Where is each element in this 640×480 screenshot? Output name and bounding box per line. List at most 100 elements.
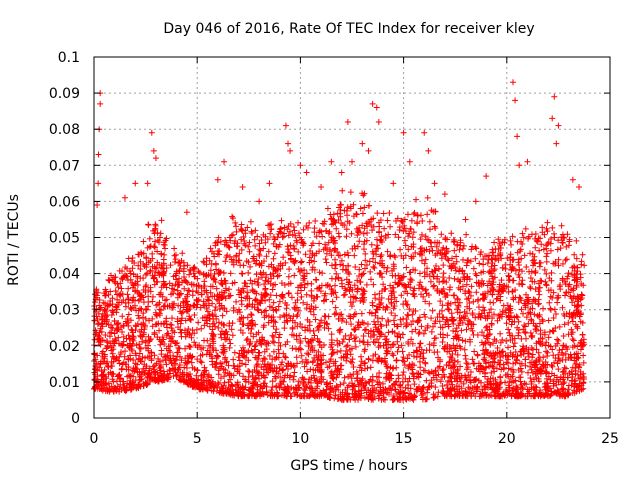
data-point [314,356,321,363]
data-point [496,386,503,393]
data-point [331,247,338,254]
data-point [161,353,168,360]
data-point [516,162,523,169]
data-point [142,339,149,346]
data-point [391,294,398,301]
data-point [214,176,221,183]
data-point [240,373,247,380]
data-point [163,361,170,368]
data-point [446,348,453,355]
data-point [95,151,102,158]
data-point [347,189,354,196]
data-point [258,364,265,371]
data-point [183,308,190,315]
data-point [352,326,359,333]
data-point [257,300,264,307]
data-point [420,293,427,300]
data-point [286,374,293,381]
data-point [332,358,339,365]
data-point [244,302,251,309]
data-point [410,362,417,369]
data-point [318,183,325,190]
data-point [211,384,218,391]
data-point [555,256,562,263]
data-point [569,336,576,343]
data-point [238,301,245,308]
data-point [105,291,112,298]
data-point [427,226,434,233]
data-point [261,314,268,321]
data-point [227,340,234,347]
data-point [551,230,558,237]
data-point [210,274,217,281]
data-point [368,241,375,248]
data-point [339,221,346,228]
data-point [289,345,296,352]
data-point [249,380,256,387]
data-point [277,265,284,272]
data-point [233,243,240,250]
data-point [348,331,355,338]
data-point [544,250,551,257]
data-point [368,222,375,229]
data-point [392,312,399,319]
data-point [444,248,451,255]
data-point [291,390,298,397]
data-point [305,379,312,386]
data-point [169,290,176,297]
data-point [536,263,543,270]
data-point [115,326,122,333]
data-point [463,376,470,383]
data-point [303,305,310,312]
data-point [277,342,284,349]
data-point [373,104,380,111]
data-point [527,363,534,370]
data-point [238,393,245,400]
data-point [226,336,233,343]
data-point [536,354,543,361]
data-point [378,299,385,306]
data-point [511,335,518,342]
data-point [543,270,550,277]
data-point [122,272,129,279]
data-point [229,280,236,287]
data-point [565,270,572,277]
data-point [490,279,497,286]
data-point [350,394,357,401]
data-point [247,218,254,225]
data-point [302,335,309,342]
data-point [431,267,438,274]
data-point [456,392,463,399]
data-point [274,234,281,241]
data-point [572,370,579,377]
data-point [285,389,292,396]
data-point [152,309,159,316]
data-point [381,264,388,271]
data-point [182,345,189,352]
data-point [346,288,353,295]
data-point [369,389,376,396]
data-point [574,354,581,361]
data-point [95,180,102,187]
data-point [496,240,503,247]
data-point [424,211,431,218]
data-point [194,301,201,308]
data-point [361,385,368,392]
data-point [333,294,340,301]
data-point [120,384,127,391]
data-point [347,205,354,212]
data-point [410,396,417,403]
data-point [268,387,275,394]
data-point [181,285,188,292]
data-point [377,301,384,308]
data-point [436,356,443,363]
data-point [189,383,196,390]
data-point [252,227,259,234]
data-point [339,283,346,290]
data-point [140,320,147,327]
data-point [369,382,376,389]
data-point [258,340,265,347]
data-point [385,317,392,324]
data-point [109,350,116,357]
data-point [176,345,183,352]
